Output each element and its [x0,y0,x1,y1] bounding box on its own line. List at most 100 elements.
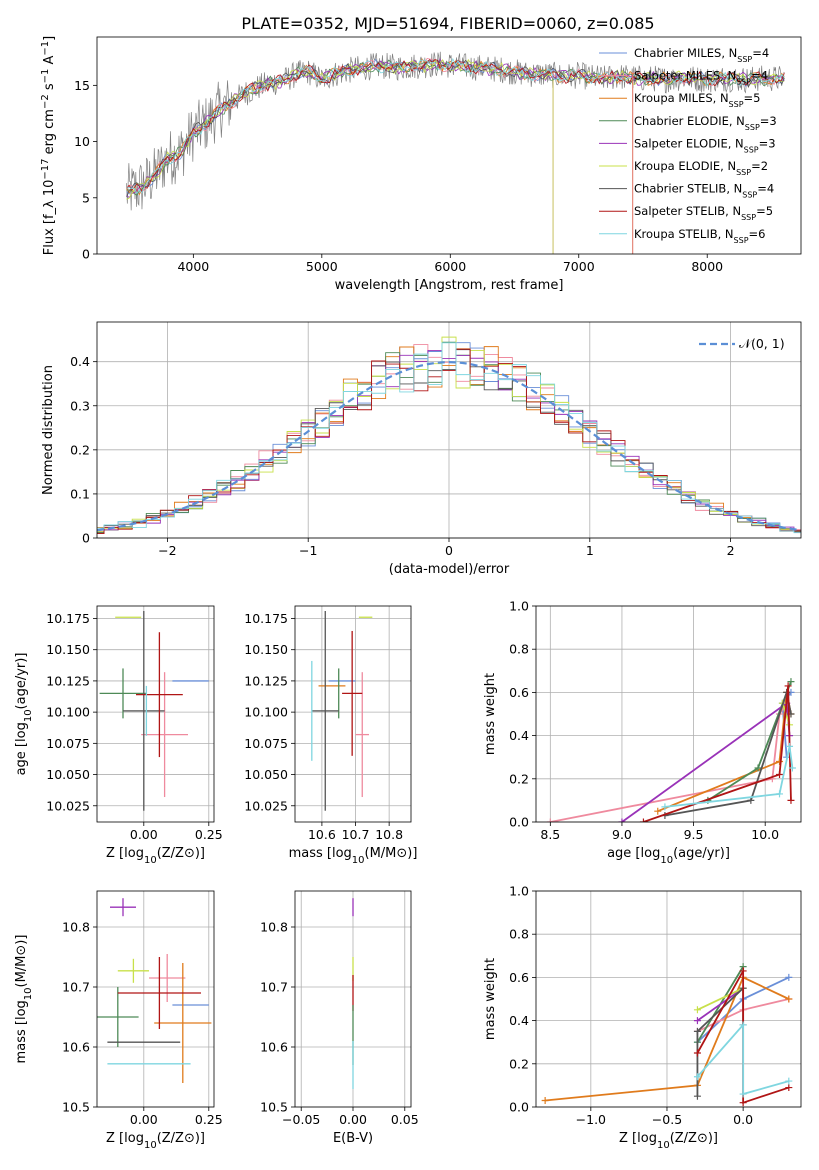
line-kroupa-miles [545,976,790,1102]
y-axis-label: mass weight [483,673,498,755]
marker [788,764,796,772]
panel-ebv-mass: −0.05 0.00 0.05 10.5 10.6 10.7 10.8 E(B-V) [260,890,419,1146]
y-tick-label: 10.175 [46,611,90,626]
x-tick-label: 8.5 [540,827,560,842]
axes-frame [294,890,412,1108]
plot-area [541,963,793,1107]
line-kroupa-stelib [696,1022,790,1096]
legend-label: Salpeter STELIB, NSSP=5 [634,204,773,222]
marker [739,1090,747,1098]
marker [785,995,793,1003]
axes-frame [96,321,802,539]
y-tick-label: 10.075 [46,736,90,751]
x-tick-label: 10.7 [342,827,370,842]
marker [693,1027,701,1035]
y-tick-label: 10.150 [244,642,288,657]
marker [776,790,784,798]
marker [693,1006,701,1014]
model-spectrum-kroupa-elodie [126,58,785,200]
axes-frame [96,605,215,823]
plot-area [97,336,801,534]
legend-label: 𝒩(0, 1) [739,336,785,351]
y-tick-label: 10.075 [244,736,288,751]
x-axis-label: wavelength [Angstrom, rest frame] [335,278,564,293]
x-tick-label: 4000 [177,259,209,274]
marker [776,758,784,766]
y-tick-label: 10.150 [46,642,90,657]
x-tick-label: 10.0 [751,827,779,842]
y-tick-label: 1.0 [509,599,529,614]
marker [739,967,747,975]
plot-area [97,898,212,1083]
legend-label: Chabrier MILES, NSSP=4 [634,46,769,64]
y-tick-label: 0.3 [70,398,90,413]
y-tick-label: 0.0 [509,815,529,830]
y-tick-label: 0.0 [509,1100,529,1115]
plot-area [311,610,373,811]
marker [693,1049,701,1057]
y-tick-label: 0.6 [509,685,529,700]
x-axis-label: Z [log10(Z/Z⊙)] [106,1131,205,1151]
panel-mass-age: 10.6 10.7 10.8 10.025 10.050 10.075 10.100 10.1… [244,605,418,866]
marker [618,818,626,822]
y-tick-label: 0.2 [509,771,529,786]
y-tick-label: 10.5 [260,1100,288,1115]
panel-z-mass: 0.00 0.25 10.5 10.6 10.7 10.8 Z [log10(Z/Z⊙)] m… [14,890,223,1151]
y-tick-label: 10 [74,134,90,149]
marker [785,1084,793,1092]
y-tick-label: 0 [82,247,90,262]
x-tick-label: −0.5 [652,1112,682,1127]
legend-label: Kroupa ELODIE, NSSP=2 [634,159,768,177]
x-axis-label: mass [log10(M/M⊙)] [289,846,418,866]
plot-area [126,51,785,254]
legend: Chabrier MILES, NSSP=4 Salpeter MILES, NS… [599,46,777,244]
plot-area [99,610,209,811]
marker [541,1097,549,1105]
marker [739,1099,747,1107]
x-tick-label: 0.25 [195,1112,223,1127]
x-tick-label: 0.00 [339,1112,367,1127]
marker [784,682,792,690]
model-spectrum-kroupa-stelib [126,57,785,195]
plot-area [546,678,796,822]
y-tick-label: 10.100 [46,705,90,720]
axes-frame [535,890,802,1108]
y-tick-label: 0.8 [509,642,529,657]
legend-label: Kroupa MILES, NSSP=5 [634,91,760,109]
y-tick-label: 10.100 [244,705,288,720]
line-salpeter-miles [550,702,788,822]
y-tick-label: 0.2 [509,1056,529,1071]
y-axis-label: Normed distribution [41,365,56,495]
y-tick-label: 15 [74,78,90,93]
x-tick-label: 0.0 [733,1112,753,1127]
y-tick-label: 10.125 [46,673,90,688]
marker [787,796,795,804]
y-axis-label: Flux [f_λ 10−17 erg cm−2 s−1 A−1] [40,36,58,256]
y-tick-label: 10.7 [260,980,288,995]
marker [785,973,793,981]
marker [776,770,784,778]
x-tick-label: 6000 [434,259,466,274]
panel-residuals: −2 −1 0 1 2 0 0.1 0.2 0.3 0.4 (data-model)/error No… [41,321,802,577]
x-axis-label: Z [log10(Z/Z⊙)] [619,1131,718,1151]
y-axis-label: age [log10(age/yr)] [14,653,34,776]
y-tick-label: 10.125 [244,673,288,688]
line-kroupa-elodie [697,987,744,1011]
legend-label: Salpeter MILES, NSSP=4 [634,69,768,87]
x-tick-label: 0.00 [130,827,158,842]
marker [693,1017,701,1025]
x-tick-label: 0.25 [195,827,223,842]
y-tick-label: 10.8 [62,920,90,935]
x-tick-label: 0 [445,543,453,558]
axes-frame [294,605,412,823]
y-tick-label: 5 [82,190,90,205]
y-tick-label: 10.6 [62,1040,90,1055]
x-tick-label: 5000 [306,259,338,274]
line-chabrier-stelib [664,688,792,817]
marker [739,1021,747,1029]
marker [654,807,662,815]
marker [786,742,794,750]
y-tick-label: 10.050 [244,767,288,782]
marker [639,818,647,822]
